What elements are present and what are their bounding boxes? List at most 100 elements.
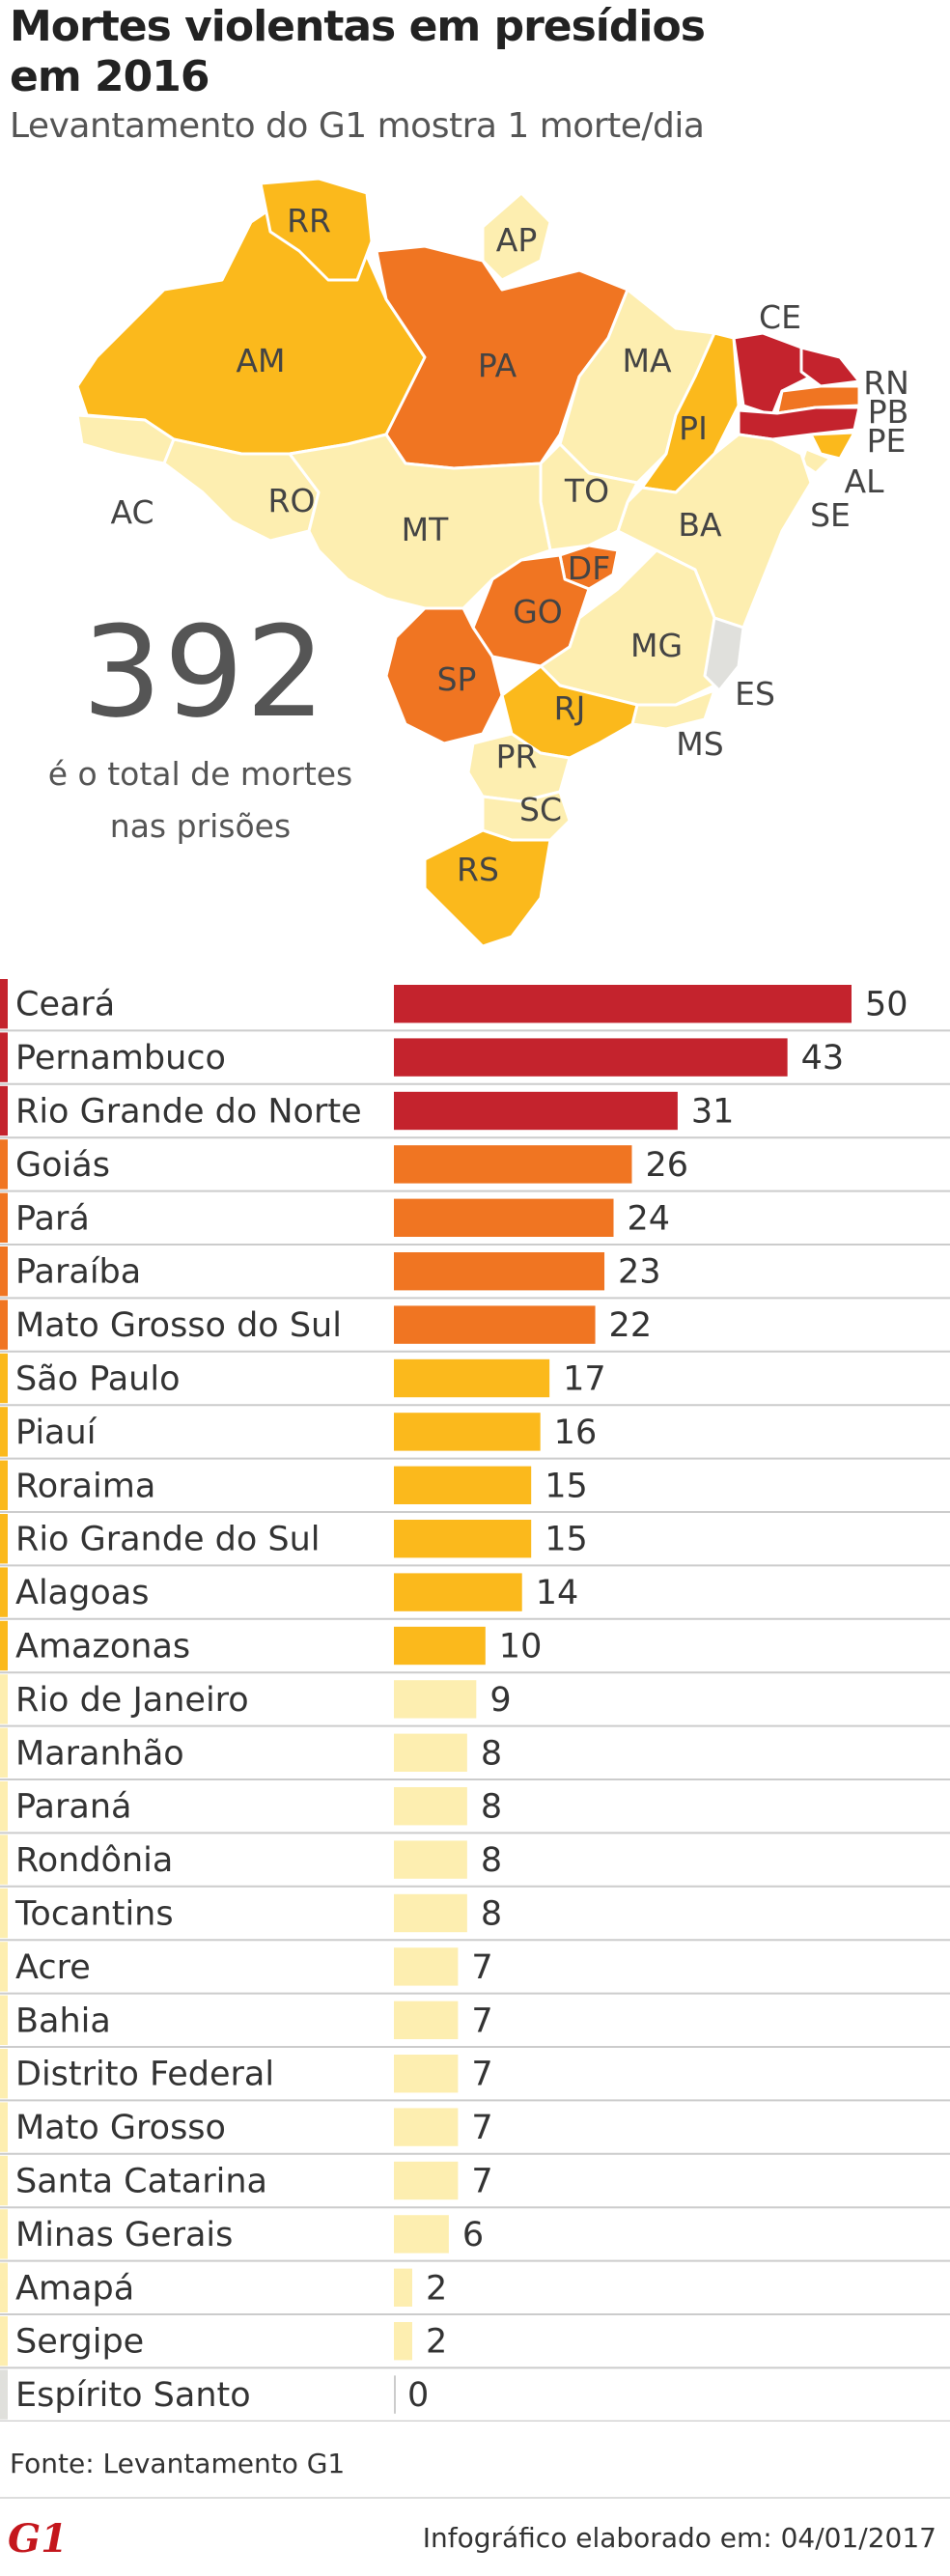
category-label: Maranhão [15,1734,184,1773]
row-color-marker [0,1032,8,1082]
label-pr: PR [496,738,538,775]
label-pi: PI [679,409,708,447]
row-color-marker [0,1834,8,1885]
row-color-marker [0,1353,8,1404]
row-color-marker [0,2209,8,2259]
bar [394,1091,678,1131]
page-title: Mortes violentas em presídios em 2016 [10,2,706,101]
value-label: 10 [499,1628,543,1666]
value-label: 6 [462,2216,484,2254]
bar-row: Tocantins 8 [0,1888,950,1942]
bar [394,1840,467,1879]
bar [394,1733,467,1772]
bar [394,1305,596,1344]
bar [394,1626,486,1666]
label-al: AL [845,462,885,500]
bar-row: Mato Grosso 7 [0,2102,950,2155]
category-label: Amapá [15,2269,134,2308]
row-color-marker [0,1620,8,1671]
total-caption-line1: é o total de mortes [47,755,353,793]
bar [394,1520,532,1558]
category-label: Paraná [15,1788,131,1827]
row-color-marker [0,2262,8,2312]
bar [394,1680,477,1719]
value-label: 0 [407,2376,429,2415]
category-label: Mato Grosso do Sul [15,1306,342,1345]
label-ac: AC [110,493,154,531]
state-al [809,431,856,461]
bar [394,2108,459,2146]
value-label: 26 [645,1146,688,1185]
bar-row: Distrito Federal 7 [0,2049,950,2102]
page-subtitle: Levantamento do G1 mostra 1 morte/dia [10,106,705,146]
category-label: São Paulo [15,1360,181,1399]
bar-row: Alagoas 14 [0,1567,950,1620]
value-label: 8 [481,1841,502,1880]
state-rr [259,177,374,282]
category-label: Ceará [15,986,115,1024]
bar-row: Rio de Janeiro 9 [0,1674,950,1727]
state-es [703,616,745,692]
bar-row: Goiás 26 [0,1139,950,1192]
bar [394,2215,449,2254]
footer-divider [0,2497,950,2499]
label-mg: MG [630,627,683,664]
bar [394,1413,541,1451]
bar [394,1787,467,1826]
bar-row: São Paulo 17 [0,1353,950,1407]
row-color-marker [0,1085,8,1136]
category-label: Tocantins [14,1895,174,1934]
bar-row: Amapá 2 [0,2262,950,2315]
value-label: 8 [481,1734,502,1773]
label-rn: RN [863,364,909,402]
label-es: ES [735,675,775,713]
value-label: 14 [536,1574,579,1612]
row-color-marker [0,2369,8,2420]
category-label: Amazonas [15,1628,190,1666]
row-color-marker [0,979,8,1029]
label-ba: BA [678,506,722,544]
row-color-marker [0,1192,8,1243]
bar-row: Santa Catarina 7 [0,2155,950,2209]
value-label: 50 [865,986,908,1024]
row-color-marker [0,1674,8,1724]
label-pb: PB [868,393,909,431]
bar-row: Paraná 8 [0,1781,950,1834]
state-rs [423,828,552,948]
bar-row: Bahia 7 [0,1995,950,2048]
category-label: Mato Grosso [15,2109,226,2147]
category-label: Santa Catarina [15,2163,267,2201]
bar [394,1145,632,1184]
total-deaths-number: 392 [82,599,328,745]
infographic-date: Infográfico elaborado em: 04/01/2017 [422,2522,936,2554]
bar-row: Minas Gerais 6 [0,2209,950,2262]
category-label: Paraíba [15,1253,141,1292]
label-sp: RJ [554,689,586,727]
bar [394,2001,459,2039]
bar [394,1573,522,1611]
bar-row: Maranhão 8 [0,1727,950,1780]
bar-row: Rondônia 8 [0,1834,950,1888]
category-label: Rio de Janeiro [15,1681,249,1720]
bar [394,2161,459,2200]
bar [394,1198,614,1237]
bar-row: Espírito Santo 0 [0,2369,950,2422]
bar-row: Pará 24 [0,1192,950,1246]
bar [394,1893,467,1933]
bar-row: Amazonas 10 [0,1620,950,1674]
bar [394,1947,459,1986]
zero-bar-tick [394,2375,396,2414]
bar-row: Rio Grande do Sul 15 [0,1514,950,1567]
bar-row: Acre 7 [0,1942,950,1995]
row-color-marker [0,1460,8,1510]
value-label: 7 [471,2056,492,2094]
bar-row: Mato Grosso do Sul 22 [0,1300,950,1353]
value-label: 8 [481,1788,502,1827]
label-rj: MS [676,725,723,763]
source-note: Fonte: Levantamento G1 [10,2448,346,2479]
row-color-marker [0,1995,8,2045]
category-label: Espírito Santo [15,2376,251,2415]
state-rn [799,346,861,388]
value-label: 24 [628,1199,671,1238]
row-color-marker [0,1781,8,1832]
